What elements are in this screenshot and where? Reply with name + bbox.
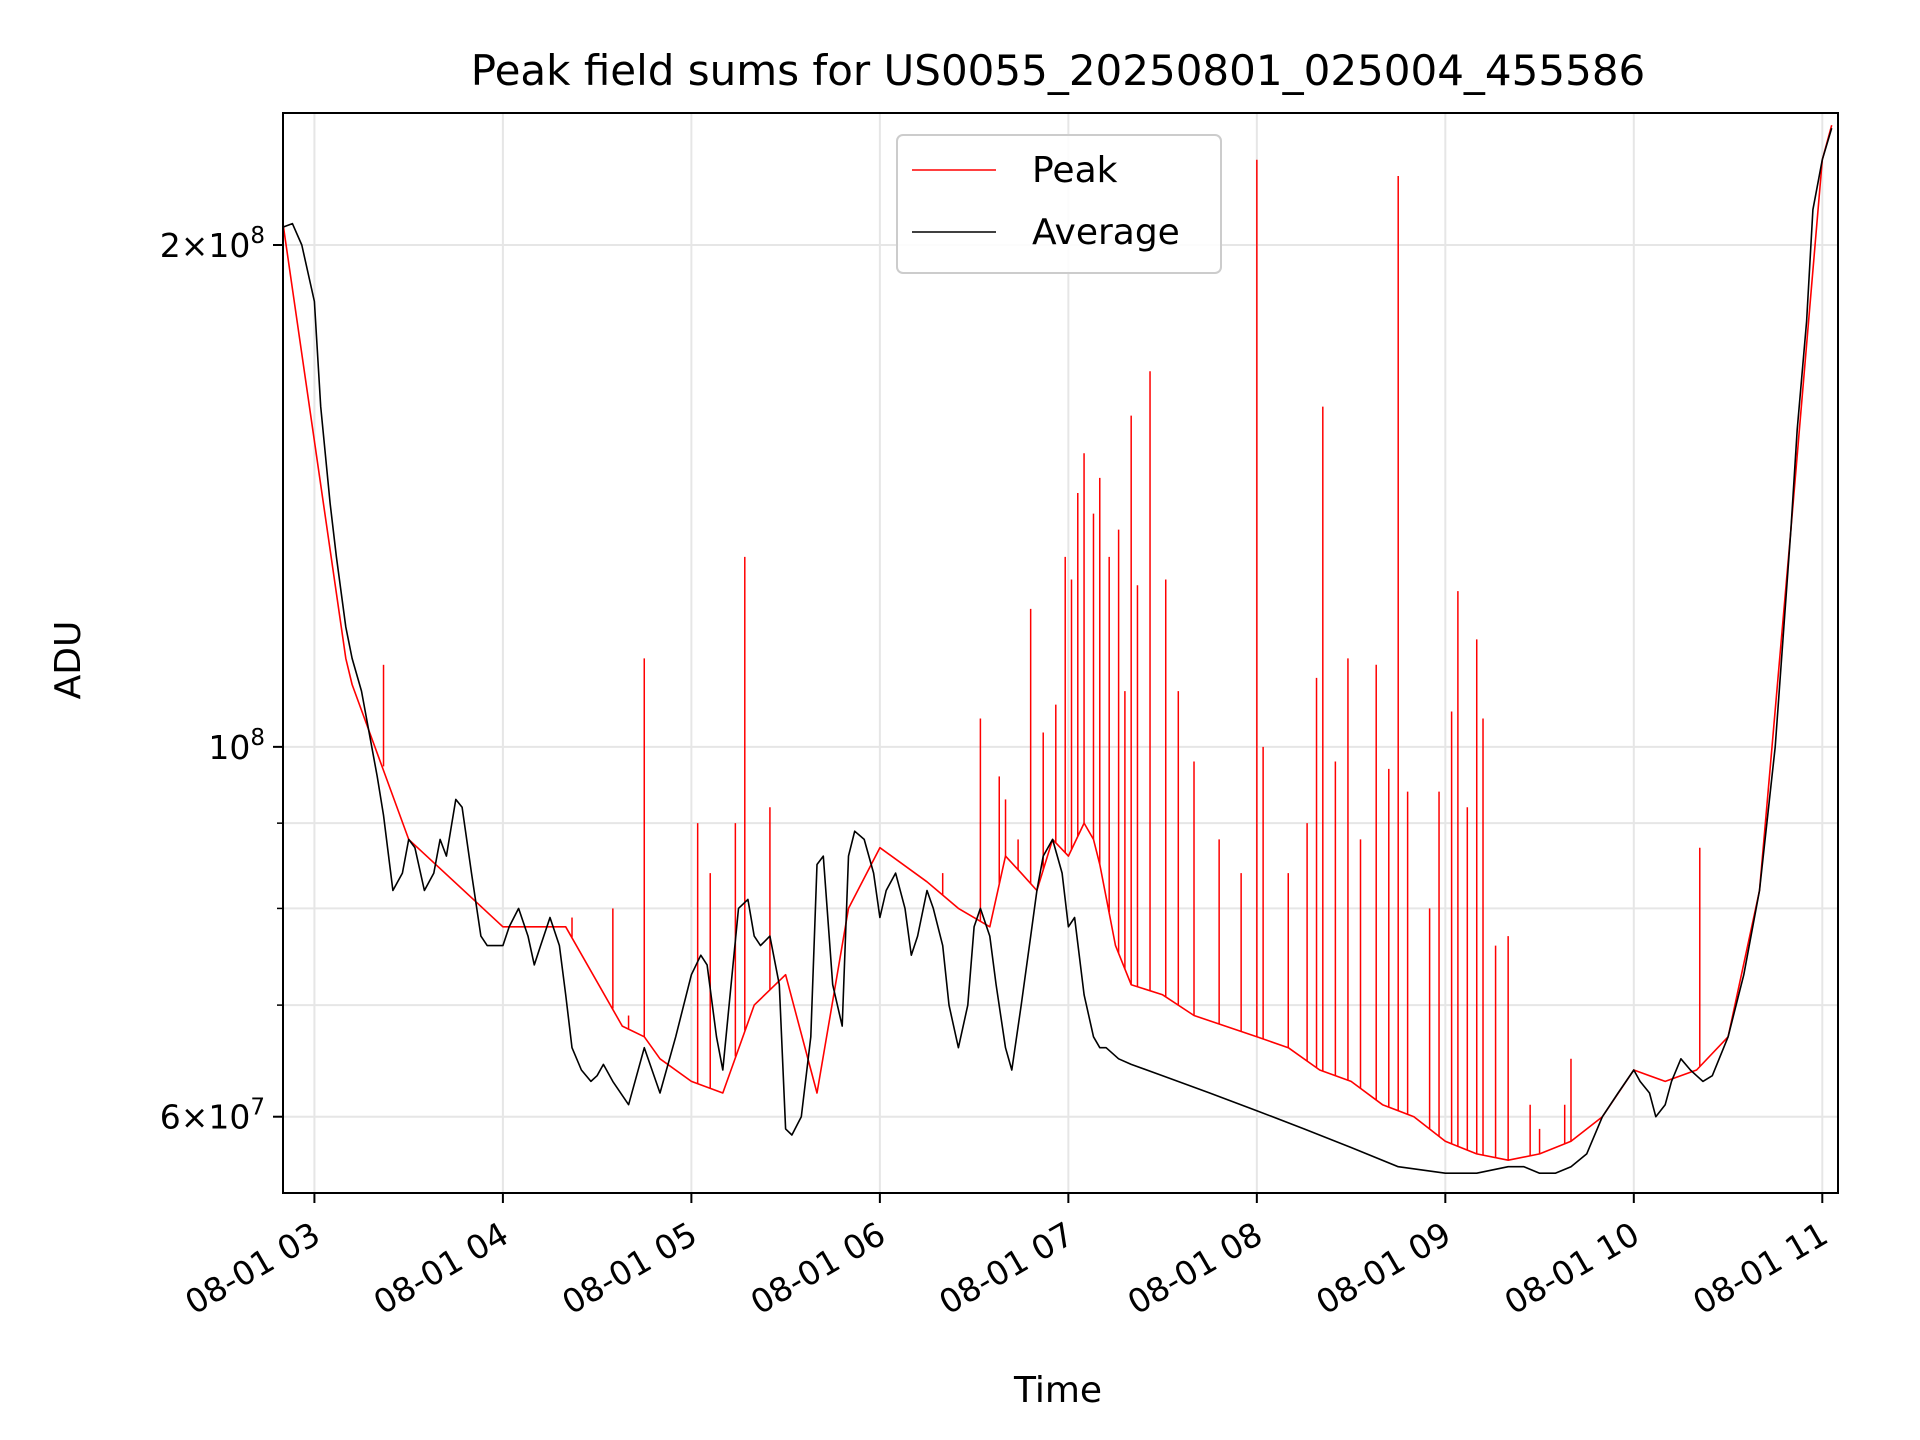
y-tick-label: 108 xyxy=(208,725,265,767)
legend-average-label: Average xyxy=(1032,212,1180,253)
x-tick-label: 08-01 07 xyxy=(932,1214,1080,1322)
x-tick-label: 08-01 03 xyxy=(178,1214,326,1322)
x-tick-label: 08-01 10 xyxy=(1498,1214,1646,1322)
x-tick-label: 08-01 09 xyxy=(1309,1214,1457,1322)
x-axis-label: Time xyxy=(1013,1370,1102,1411)
plot-frame xyxy=(282,112,1839,1194)
x-tick-label: 08-01 08 xyxy=(1121,1214,1269,1322)
x-axis: 08-01 03 08-01 04 08-01 05 08-01 06 08-01 07… xyxy=(178,1193,1834,1322)
y-tick-label: 6×107 xyxy=(160,1095,265,1137)
chart-title: Peak field sums for US0055_20250801_0250… xyxy=(471,46,1646,95)
x-tick-label: 08-01 05 xyxy=(555,1214,703,1322)
series-layer xyxy=(282,124,1833,1174)
legend: Peak Average xyxy=(896,134,1222,274)
peak-series-line xyxy=(282,124,1833,1161)
y-axis-label: ADU xyxy=(48,621,89,700)
x-tick-label: 08-01 11 xyxy=(1686,1214,1834,1322)
average-series-line xyxy=(282,127,1833,1174)
grid xyxy=(283,113,1838,1193)
y-axis: 6×107 108 2×108 xyxy=(160,223,283,1137)
y-tick-label: 2×108 xyxy=(160,223,265,265)
x-tick-label: 08-01 04 xyxy=(367,1214,515,1322)
legend-peak-label: Peak xyxy=(1032,150,1118,191)
x-tick-label: 08-01 06 xyxy=(744,1214,892,1322)
